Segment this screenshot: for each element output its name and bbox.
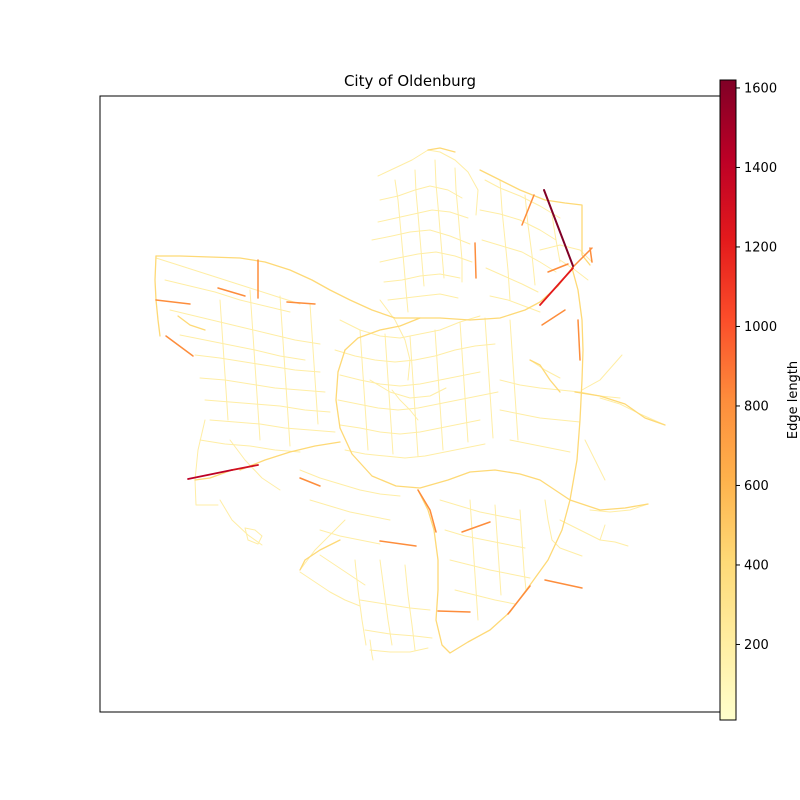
- colorbar-ticks: 200 400 600 800 1000 1200 1400 1600: [736, 81, 777, 653]
- map-axes-frame: [99, 95, 721, 713]
- street-network: [154, 147, 666, 661]
- major-streets: [154, 147, 666, 654]
- colorbar-label: Edge length: [786, 361, 800, 439]
- colorbar-tick-label: 800: [744, 399, 769, 414]
- very-long-edges: [187, 189, 574, 480]
- minor-streets: [155, 149, 666, 661]
- colorbar-tick-label: 400: [744, 558, 769, 573]
- colorbar: 200 400 600 800 1000 1200 1400 1600 Edge length: [719, 79, 800, 721]
- colorbar-tick-label: 1200: [744, 240, 777, 255]
- colorbar-tick-label: 200: [744, 638, 769, 653]
- colorbar-tick-label: 1600: [744, 81, 777, 96]
- colorbar-scale: [719, 79, 737, 721]
- long-edges: [155, 194, 593, 615]
- colorbar-tick-label: 600: [744, 479, 769, 494]
- colorbar-tick-label: 1000: [744, 320, 777, 335]
- plot-title: City of Oldenburg: [343, 72, 477, 90]
- colorbar-tick-label: 1400: [744, 161, 777, 176]
